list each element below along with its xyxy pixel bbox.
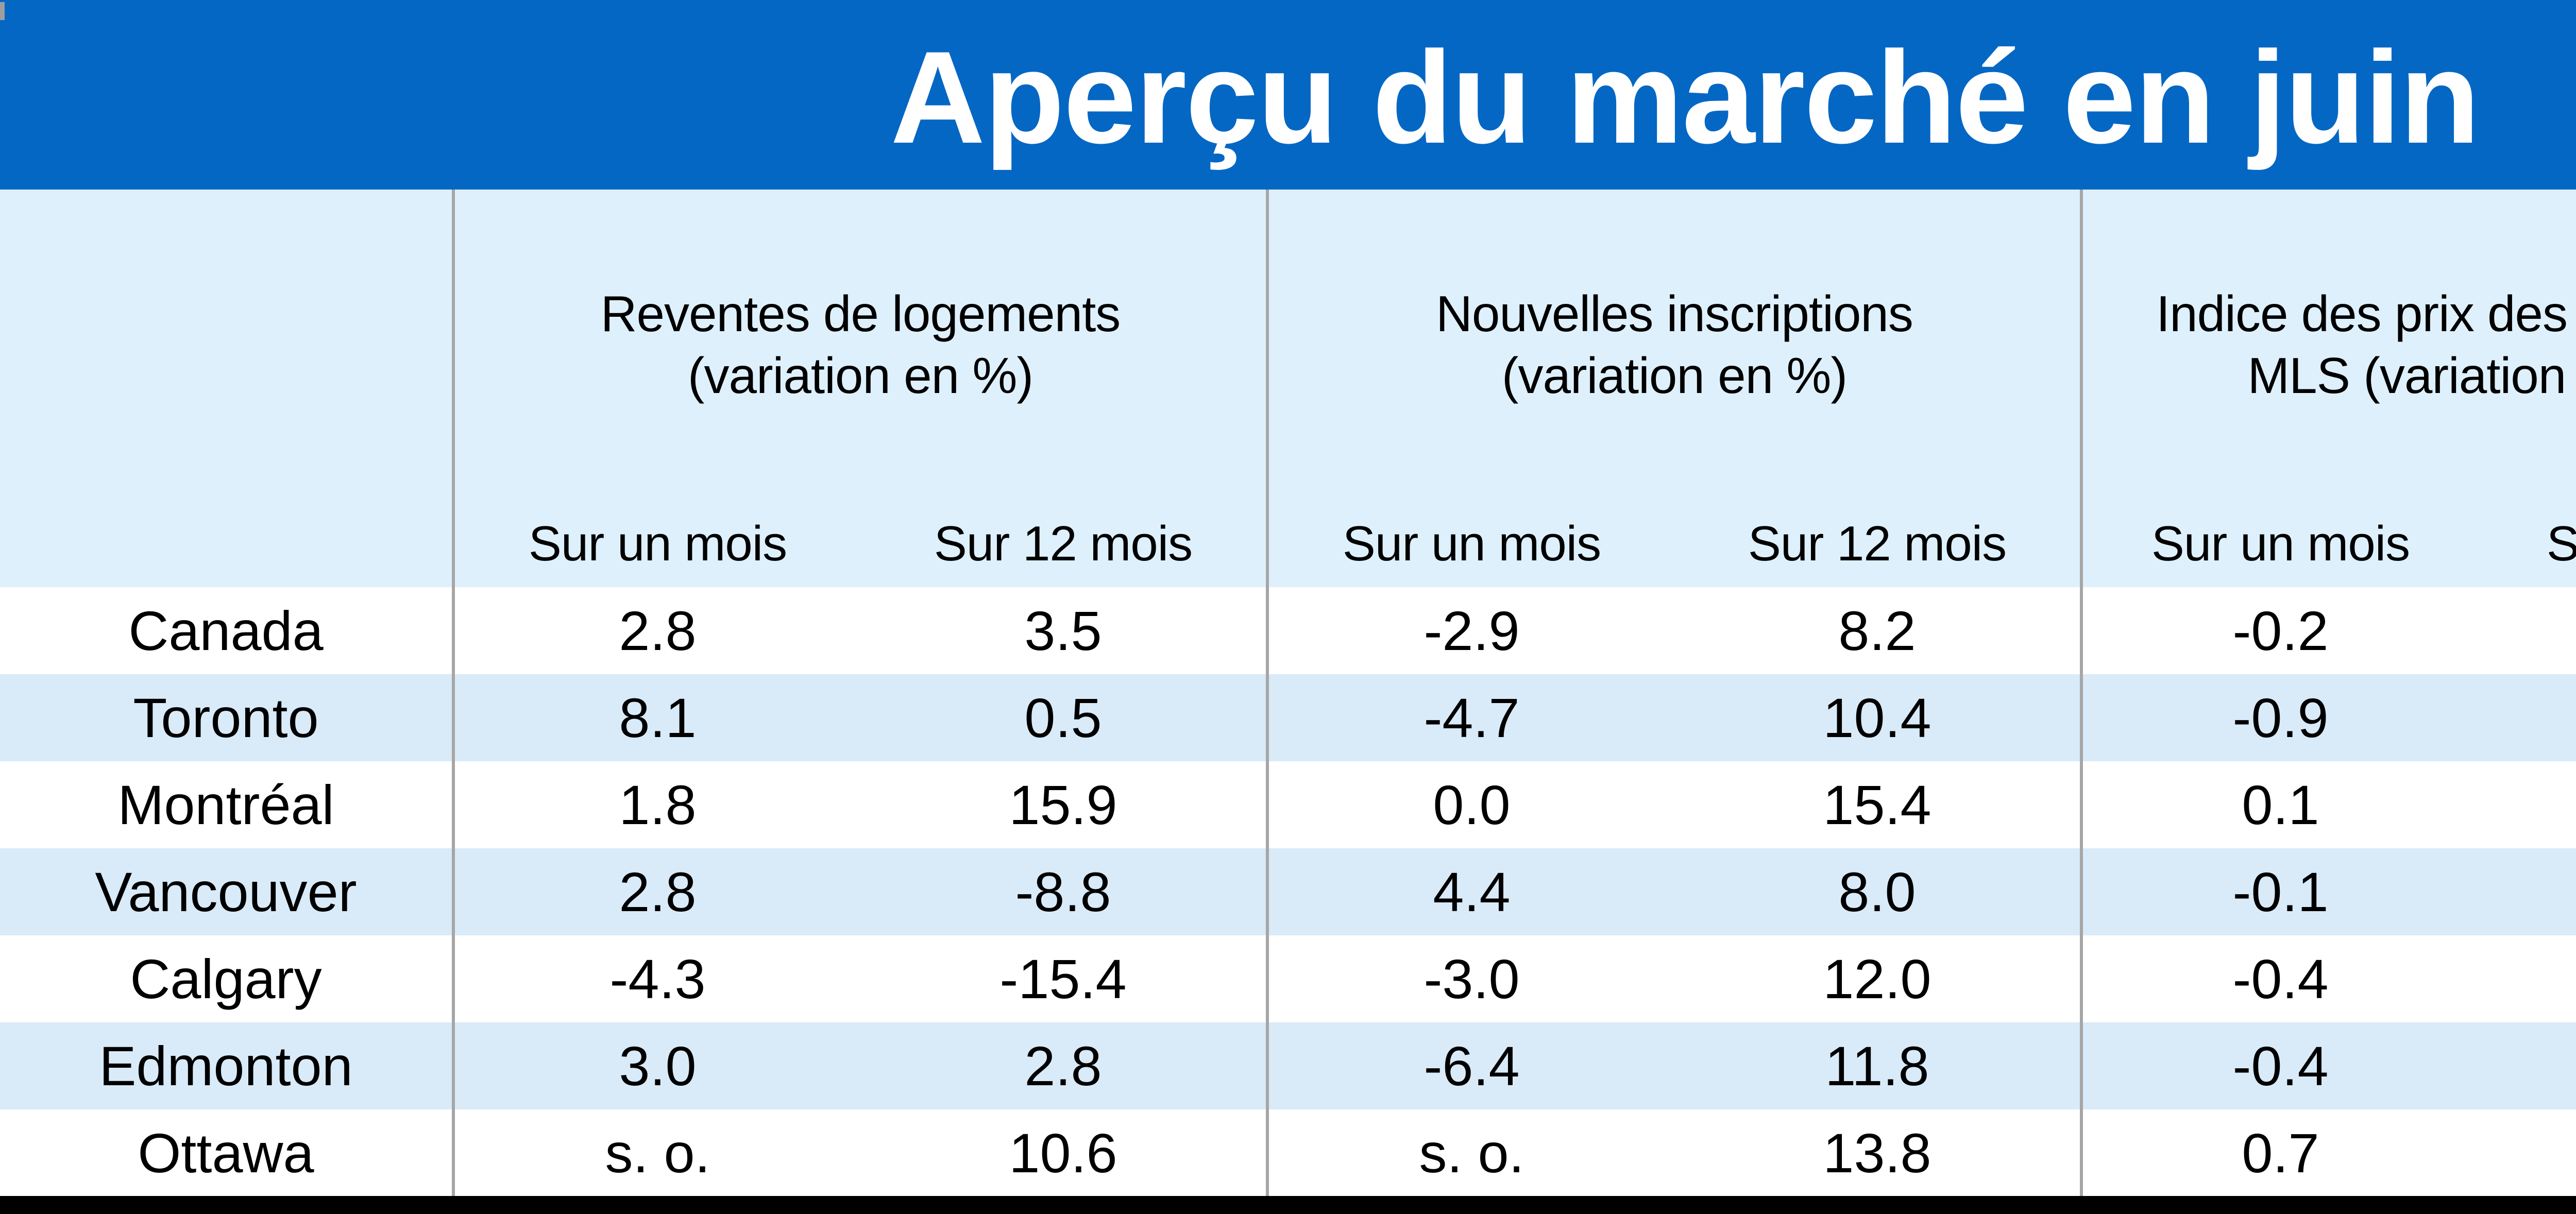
cell: 13.8 (1674, 1109, 2081, 1196)
subheader-resales-12m: Sur 12 mois (860, 501, 1267, 587)
cell: 10.4 (1674, 674, 2081, 761)
cell: 0.7 (2080, 1109, 2478, 1196)
cell: -3.0 (1266, 935, 1674, 1022)
cell: -8.8 (860, 848, 1267, 935)
cell: 8.0 (2478, 1022, 2576, 1109)
column-group-resales: Reventes de logements (variation en %) (452, 190, 1267, 501)
table-row-montreal: Montréal 1.8 15.9 0.0 15.4 0.1 7.3 0.64 (0, 761, 2576, 848)
cell: 2.8 (452, 848, 860, 935)
column-group-new-listings: Nouvelles inscriptions (variation en %) (1266, 190, 2081, 501)
row-label: Ottawa (0, 1109, 453, 1196)
cell: -6.4 (1266, 1022, 1674, 1109)
cell: 8.0 (1674, 848, 2081, 935)
table-row-vancouver: Vancouver 2.8 -8.8 4.4 8.0 -0.1 -2.8 0.3… (0, 848, 2576, 935)
cell: 15.9 (860, 761, 1267, 848)
row-label: Calgary (0, 935, 453, 1022)
cell: -0.2 (2080, 587, 2478, 674)
cell: -0.1 (2080, 848, 2478, 935)
cell: -5.5 (2478, 674, 2576, 761)
cell: 8.2 (1674, 587, 2081, 674)
subheader-listings-1m: Sur un mois (1266, 501, 1674, 587)
subheader-empty-label (0, 501, 453, 587)
cell: 2.8 (452, 587, 860, 674)
cell: -15.4 (860, 935, 1267, 1022)
cell: 0.1 (2080, 761, 2478, 848)
table-row-canada: Canada 2.8 3.5 -2.9 8.2 -0.2 -3.7 0.50 (0, 587, 2576, 674)
row-label: Canada (0, 587, 453, 674)
cell: 0.0 (1266, 761, 1674, 848)
cell: 15.4 (1674, 761, 2081, 848)
cell: 12.0 (1674, 935, 2081, 1022)
cell: 0.5 (860, 674, 1267, 761)
cell: 1.8 (452, 761, 860, 848)
cell: -0.4 (2080, 1022, 2478, 1109)
cell: -1.5 (2478, 935, 2576, 1022)
cell: -2.9 (1266, 587, 1674, 674)
cell: -3.7 (2478, 587, 2576, 674)
scrollbar-fragment-artifact (0, 2, 5, 20)
row-label: Edmonton (0, 1022, 453, 1109)
bottom-border-bar (0, 1196, 2576, 1214)
table-row-toronto: Toronto 8.1 0.5 -4.7 10.4 -0.9 -5.5 0.34 (0, 674, 2576, 761)
market-table: Reventes de logements (variation en %) N… (0, 190, 2576, 1196)
cell: s. o. (452, 1109, 860, 1196)
cell: 4.4 (1266, 848, 1674, 935)
cell: -4.3 (452, 935, 860, 1022)
cell: 7.3 (2478, 761, 2576, 848)
cell: -4.7 (1266, 674, 1674, 761)
cell: -0.4 (2080, 935, 2478, 1022)
table-row-calgary: Calgary -4.3 -15.4 -3.0 12.0 -0.4 -1.5 0… (0, 935, 2576, 1022)
column-group-header-row: Reventes de logements (variation en %) N… (0, 190, 2576, 501)
subheader-mls-12m: Sur 12 mois (2478, 501, 2576, 587)
column-group-mls-price-index: Indice des prix des propriétés MLS (vari… (2080, 190, 2576, 501)
cell: s. o. (1266, 1109, 1674, 1196)
subheader-listings-12m: Sur 12 mois (1674, 501, 2081, 587)
row-label: Toronto (0, 674, 453, 761)
subheader-resales-1m: Sur un mois (452, 501, 860, 587)
cell: 1.6 (2478, 1109, 2576, 1196)
subheader-row: Sur un mois Sur 12 mois Sur un mois Sur … (0, 501, 2576, 587)
corner-header-cell (0, 190, 453, 501)
cell: 3.5 (860, 587, 1267, 674)
row-label: Vancouver (0, 848, 453, 935)
page-title: Aperçu du marché en juin (890, 24, 2480, 171)
cell: -2.8 (2478, 848, 2576, 935)
cell: -0.9 (2080, 674, 2478, 761)
table-row-ottawa: Ottawa s. o. 10.6 s. o. 13.8 0.7 1.6 n/a (0, 1109, 2576, 1196)
subheader-mls-1m: Sur un mois (2080, 501, 2478, 587)
cell: 3.0 (452, 1022, 860, 1109)
cell: 2.8 (860, 1022, 1267, 1109)
title-bar: Aperçu du marché en juin (0, 0, 2576, 190)
cell: 11.8 (1674, 1022, 2081, 1109)
cell: 10.6 (860, 1109, 1267, 1196)
table-row-edmonton: Edmonton 3.0 2.8 -6.4 11.8 -0.4 8.0 0.64 (0, 1022, 2576, 1109)
cell: 8.1 (452, 674, 860, 761)
row-label: Montréal (0, 761, 453, 848)
